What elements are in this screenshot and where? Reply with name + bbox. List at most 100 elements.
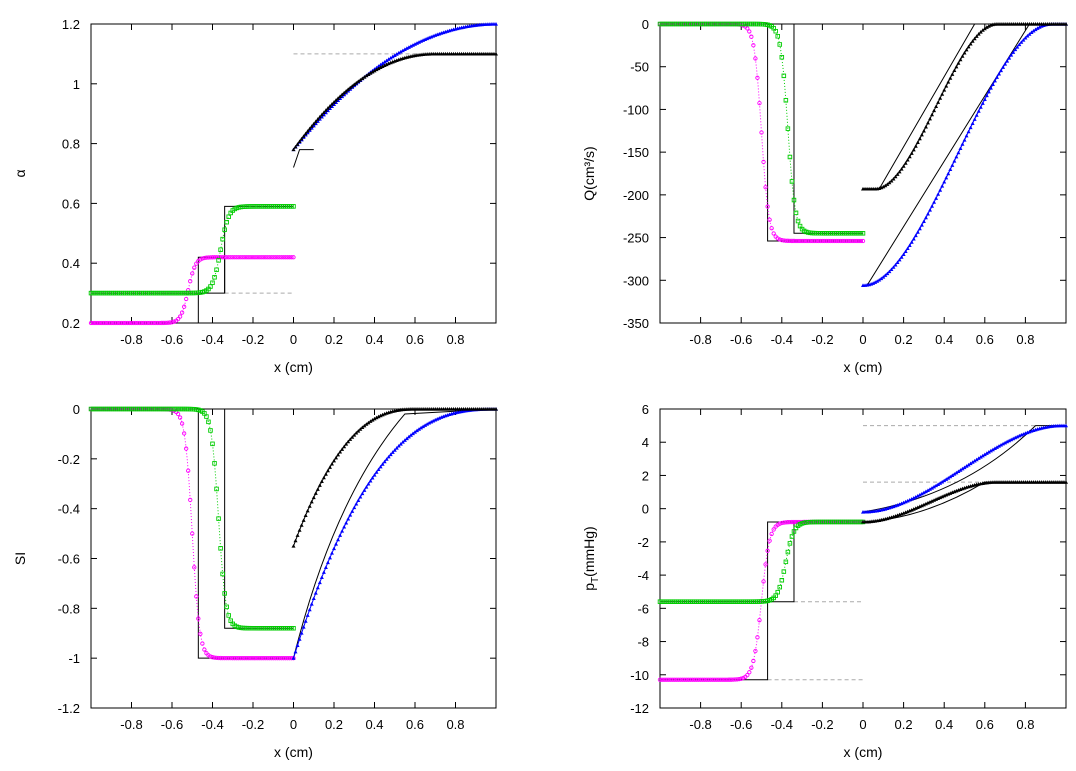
y-tick-label: 0 (73, 402, 80, 417)
series-black-marker (919, 132, 924, 137)
series-magenta-marker (177, 415, 183, 420)
series-black-marker (307, 504, 312, 508)
series-magenta-marker (111, 320, 116, 326)
series-blue-marker (327, 555, 332, 560)
series-magenta-marker (279, 255, 284, 260)
series-black-marker (938, 96, 943, 100)
y-tick-label: 6 (642, 402, 649, 417)
series-blue-marker (303, 619, 308, 623)
x-tick-label: -0.2 (242, 717, 264, 732)
x-tick-label: 0.8 (446, 332, 464, 347)
series-magenta-marker (783, 238, 789, 243)
series-black-marker (897, 169, 902, 174)
series-magenta-marker (232, 255, 237, 260)
series-magenta-marker (236, 255, 241, 260)
series-black-marker (378, 65, 383, 70)
series-blue-marker (915, 230, 920, 234)
series-blue-marker (903, 499, 908, 504)
series-magenta-marker (208, 654, 213, 659)
series-magenta-marker (220, 655, 225, 661)
series-blue-marker (960, 142, 965, 146)
chart-pT: -0.8 -0.6 -0.4 -0.2 0 0.2 0.4 0.6 0.8 -12 -10 -8 -6 -… (581, 402, 1068, 760)
y-tick-label: -0.8 (58, 601, 80, 616)
series-blue-marker (410, 431, 415, 436)
x-tick-label: 0.2 (325, 332, 343, 347)
x-tick-label: -0.8 (689, 332, 711, 347)
series-green-marker (222, 591, 227, 596)
series-magenta-marker (238, 255, 244, 260)
series-black-marker (366, 420, 371, 425)
series-black-marker (934, 104, 939, 109)
series-magenta-marker (210, 255, 215, 260)
series-magenta-marker (783, 520, 789, 525)
series-magenta-marker (267, 656, 272, 661)
series-magenta-marker (814, 238, 819, 244)
series-magenta-marker (273, 656, 278, 661)
series-magenta-marker (728, 677, 734, 682)
series-blue-marker (406, 45, 411, 49)
series-black-marker (905, 157, 910, 162)
series-blue-marker (370, 475, 375, 480)
series-magenta-marker (722, 677, 728, 682)
y-tick-label: -0.4 (58, 502, 80, 517)
series-black-marker (915, 140, 920, 145)
series-blue-marker (417, 40, 422, 44)
series-magenta-marker (765, 204, 770, 209)
series-blue-marker (396, 50, 401, 55)
series-blue-marker (962, 137, 967, 142)
series-blue-marker (883, 273, 888, 277)
series-green-marker (779, 55, 785, 60)
series-magenta-marker (94, 320, 100, 326)
series-magenta-marker (157, 320, 163, 326)
series-blue-marker (415, 41, 420, 45)
series-magenta-marker (198, 257, 203, 262)
series-magenta-marker (672, 677, 677, 682)
series-magenta-marker (842, 238, 847, 244)
series-black-marker (932, 108, 937, 113)
series-blue-marker (374, 470, 379, 474)
series-magenta-marker (113, 320, 118, 326)
series-magenta-marker (785, 238, 791, 243)
series-magenta-marker (771, 527, 776, 532)
exact-solution-left-b (224, 205, 294, 294)
series-black-marker (319, 479, 324, 484)
series-blue-marker (958, 146, 963, 150)
series-blue-line (293, 408, 497, 659)
series-magenta-marker (285, 255, 290, 260)
series-black-marker (291, 544, 296, 548)
series-blue-marker (402, 438, 407, 442)
series-magenta-marker (90, 320, 96, 326)
series-green-marker (212, 461, 217, 466)
series-magenta-marker (787, 519, 793, 525)
series-black-marker (321, 475, 326, 480)
series-magenta-marker (749, 34, 754, 39)
series-magenta-marker (668, 677, 673, 682)
series-magenta-marker (212, 655, 217, 660)
series-magenta-marker (135, 320, 140, 326)
series-blue-marker (299, 631, 304, 635)
series-blue-marker (1031, 28, 1036, 33)
series-black-marker (954, 64, 959, 69)
series-blue-marker (879, 276, 884, 281)
series-black-marker (978, 30, 983, 34)
series-magenta-marker (220, 255, 225, 260)
series-magenta-marker (844, 238, 849, 244)
series-black-marker (354, 80, 359, 85)
series-blue-marker (909, 496, 914, 501)
x-tick-label: -0.4 (771, 332, 793, 347)
series-blue-marker (897, 257, 902, 262)
series-magenta-marker (214, 655, 219, 660)
series-blue-marker (307, 607, 312, 612)
series-magenta-marker (745, 672, 750, 678)
series-magenta-marker (240, 255, 246, 260)
series-magenta-marker (204, 255, 209, 260)
series-black-marker (940, 92, 945, 96)
series-magenta-marker (789, 519, 795, 525)
y-tick-label: -200 (623, 188, 649, 203)
series-magenta-marker (279, 656, 284, 661)
series-magenta-marker (665, 677, 671, 682)
series-blue-marker (425, 422, 430, 426)
series-magenta-marker (676, 677, 681, 682)
series-magenta-marker (712, 677, 717, 682)
series-blue-marker (968, 461, 973, 466)
